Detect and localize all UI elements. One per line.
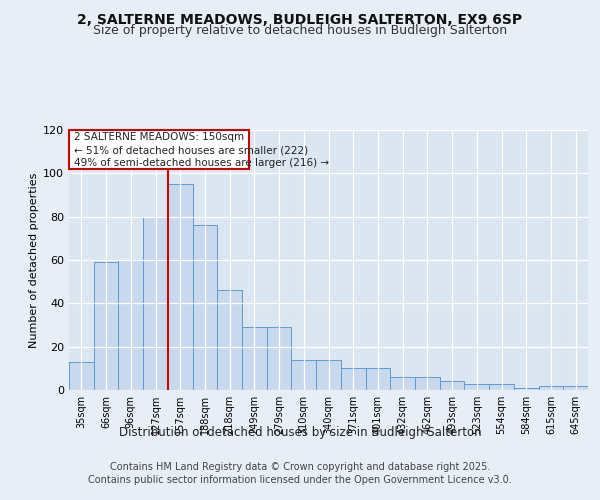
Bar	[94, 262, 118, 390]
Text: Size of property relative to detached houses in Budleigh Salterton: Size of property relative to detached ho…	[93, 24, 507, 37]
Bar	[69, 362, 94, 390]
Bar	[464, 384, 489, 390]
Bar	[267, 327, 292, 390]
Bar	[365, 368, 390, 390]
Bar	[514, 388, 539, 390]
Bar	[563, 386, 588, 390]
Bar	[539, 386, 563, 390]
Text: Contains public sector information licensed under the Open Government Licence v3: Contains public sector information licen…	[88, 475, 512, 485]
Bar	[143, 216, 168, 390]
Bar	[193, 226, 217, 390]
Bar	[118, 260, 143, 390]
Text: 2, SALTERNE MEADOWS, BUDLEIGH SALTERTON, EX9 6SP: 2, SALTERNE MEADOWS, BUDLEIGH SALTERTON,…	[77, 12, 523, 26]
Bar	[415, 377, 440, 390]
Bar	[217, 290, 242, 390]
Bar	[292, 360, 316, 390]
Bar	[390, 377, 415, 390]
Text: Distribution of detached houses by size in Budleigh Salterton: Distribution of detached houses by size …	[119, 426, 481, 439]
Bar	[242, 327, 267, 390]
Bar	[168, 184, 193, 390]
Bar	[489, 384, 514, 390]
Y-axis label: Number of detached properties: Number of detached properties	[29, 172, 39, 348]
Text: 2 SALTERNE MEADOWS: 150sqm: 2 SALTERNE MEADOWS: 150sqm	[74, 132, 244, 142]
Bar	[341, 368, 365, 390]
Text: 49% of semi-detached houses are larger (216) →: 49% of semi-detached houses are larger (…	[74, 158, 329, 168]
Text: ← 51% of detached houses are smaller (222): ← 51% of detached houses are smaller (22…	[74, 145, 308, 155]
Bar	[69, 130, 250, 169]
Bar	[440, 382, 464, 390]
Text: Contains HM Land Registry data © Crown copyright and database right 2025.: Contains HM Land Registry data © Crown c…	[110, 462, 490, 472]
Bar	[316, 360, 341, 390]
